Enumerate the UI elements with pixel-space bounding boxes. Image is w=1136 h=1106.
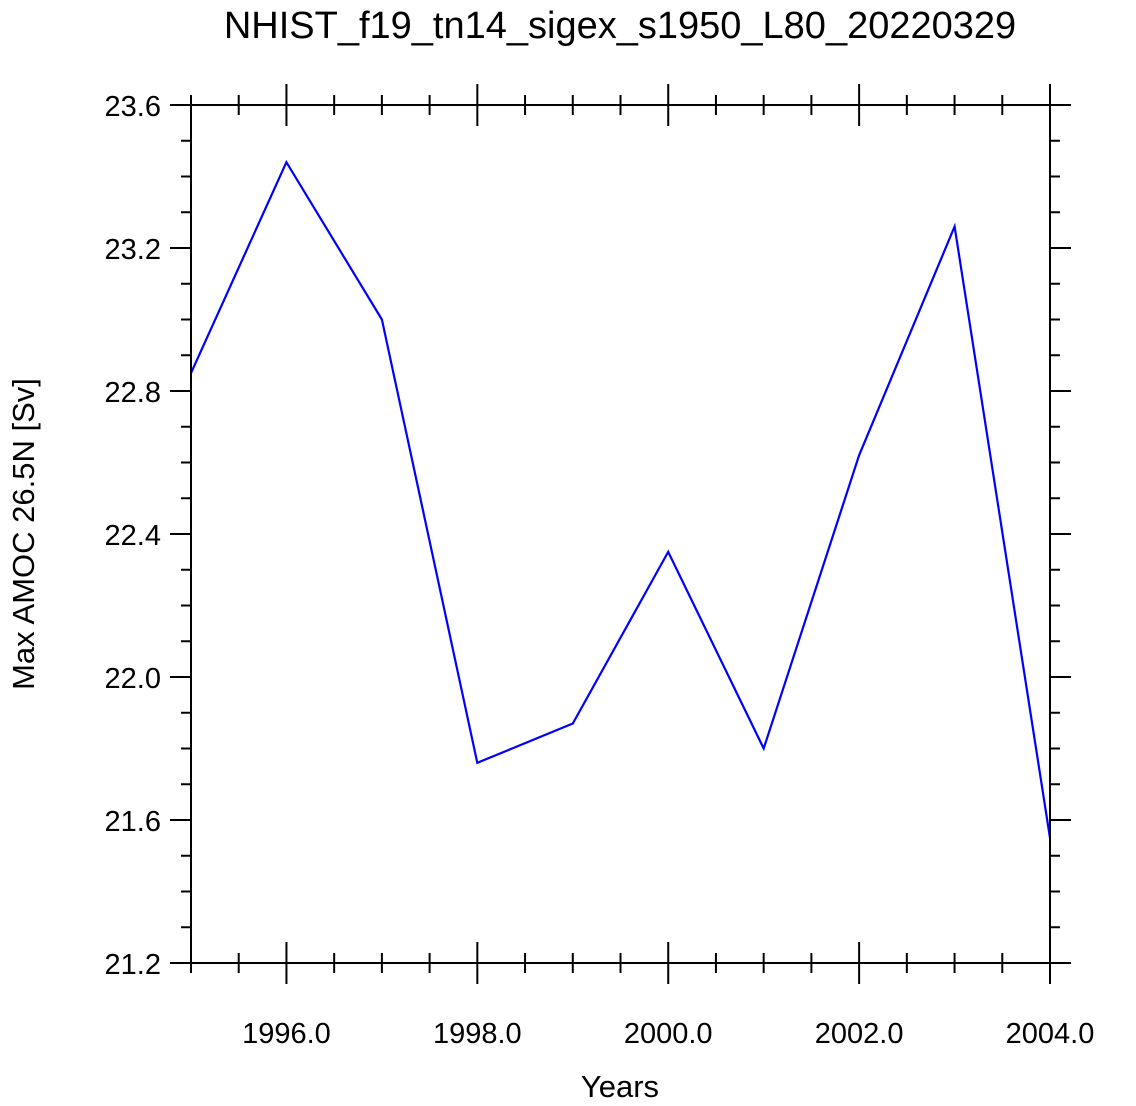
x-tick-label: 2004.0 — [1006, 1018, 1095, 1050]
x-tick-label: 1998.0 — [433, 1018, 522, 1050]
tick-labels: 1996.0 1998.0 2000.0 2002.0 2004.0 21.2 21.6 22… — [105, 91, 1095, 1050]
y-tick-label: 22.4 — [105, 520, 161, 552]
y-tick-label: 21.6 — [105, 806, 161, 838]
y-tick-label: 21.2 — [105, 949, 161, 981]
plot-frame — [190, 104, 1051, 964]
y-axis-label: Max AMOC 26.5N [Sv] — [6, 378, 41, 690]
series-layer — [189, 159, 1052, 839]
series-line — [189, 159, 1052, 839]
axis-ticks — [170, 84, 1071, 984]
y-tick-label: 22.0 — [105, 663, 161, 695]
y-tick-label: 22.8 — [105, 377, 161, 409]
x-tick-label: 2000.0 — [624, 1018, 713, 1050]
y-tick-label: 23.2 — [105, 234, 161, 266]
x-tick-label: 1996.0 — [242, 1018, 331, 1050]
x-axis-label: Years — [581, 1069, 659, 1104]
chart-title: NHIST_f19_tn14_sigex_s1950_L80_20220329 — [224, 5, 1016, 47]
y-tick-label: 23.6 — [105, 91, 161, 123]
x-tick-label: 2002.0 — [815, 1018, 904, 1050]
